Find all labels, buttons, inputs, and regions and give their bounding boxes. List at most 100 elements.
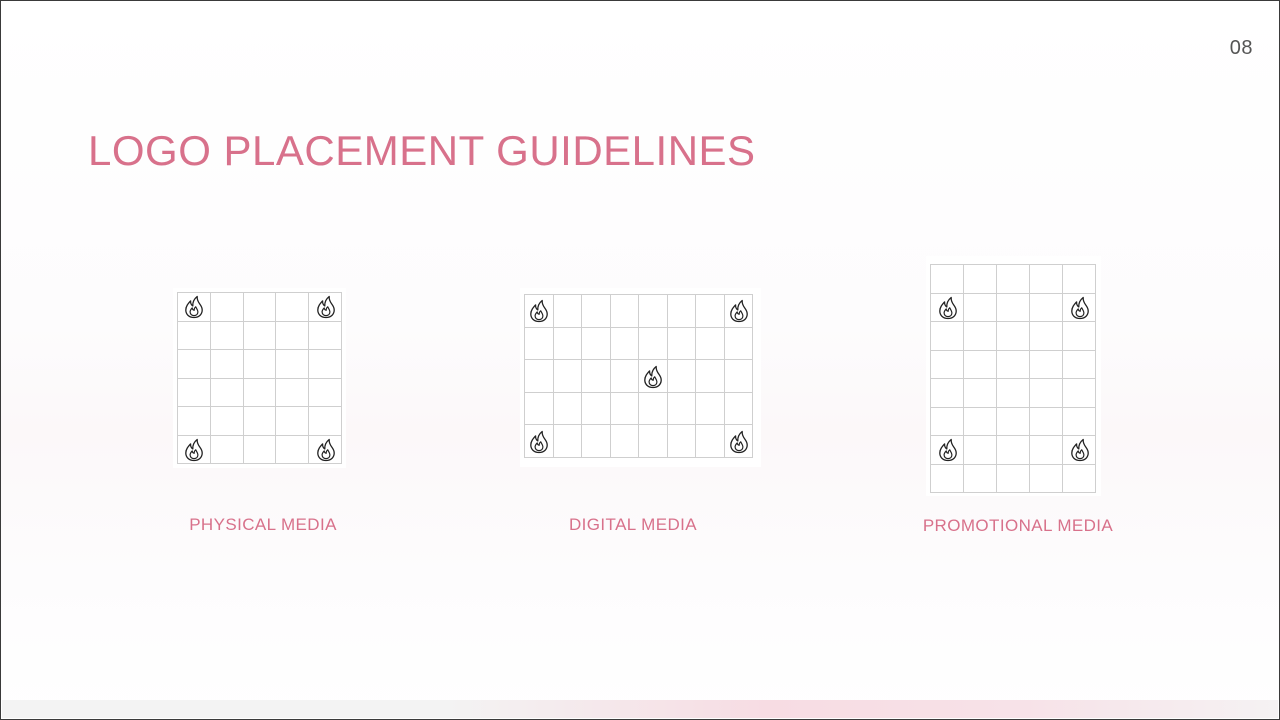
grid-cell <box>178 293 211 322</box>
flame-icon <box>728 430 750 454</box>
grid-cell <box>210 435 244 464</box>
flame-icon <box>528 430 550 454</box>
grid-cell <box>582 392 611 426</box>
page-number: 08 <box>1229 37 1253 59</box>
grid-cell <box>553 327 582 361</box>
grid-cell <box>724 425 753 458</box>
grid-cell <box>667 295 696 328</box>
grid-cell <box>964 293 997 322</box>
physical-media-label: PHYSICAL MEDIA <box>189 515 337 534</box>
grid-cell <box>639 425 668 458</box>
grid-cell <box>724 327 753 361</box>
flame-icon <box>937 438 959 462</box>
grid-cell <box>964 379 997 408</box>
grid-cell <box>309 350 342 379</box>
grid-cell <box>243 321 277 350</box>
grid-cell <box>1030 436 1063 465</box>
flame-icon <box>183 295 205 319</box>
grid-cell <box>525 425 554 458</box>
grid-cell <box>1063 293 1096 322</box>
flame-icon <box>1069 438 1091 462</box>
flame-icon <box>642 365 664 389</box>
digital-media-card <box>520 288 761 467</box>
grid-cell <box>639 392 668 426</box>
grid-cell <box>997 436 1030 465</box>
flame-icon <box>315 438 337 462</box>
grid-cell <box>210 293 244 322</box>
grid-cell <box>276 435 310 464</box>
grid-cell <box>724 295 753 328</box>
grid-cell <box>964 436 997 465</box>
grid-cell <box>1030 407 1063 436</box>
flame-icon <box>183 438 205 462</box>
grid-cell <box>997 265 1030 294</box>
grid-cell <box>243 407 277 436</box>
promotional-media-card <box>926 256 1101 496</box>
grid-cell <box>1030 265 1063 294</box>
grid-cell <box>582 295 611 328</box>
grid-cell <box>696 360 725 393</box>
grid-cell <box>525 295 554 328</box>
flame-icon <box>315 295 337 319</box>
grid-cell <box>667 392 696 426</box>
flame-icon <box>937 296 959 320</box>
grid-cell <box>178 350 211 379</box>
grid-cell <box>931 407 964 436</box>
grid-cell <box>582 360 611 393</box>
grid-cell <box>610 425 639 458</box>
grid-cell <box>1063 379 1096 408</box>
grid-cell <box>582 327 611 361</box>
grid-cell <box>997 464 1030 493</box>
grid-cell <box>667 425 696 458</box>
grid-cell <box>1030 464 1063 493</box>
grid-cell <box>997 322 1030 351</box>
slide-title: LOGO PLACEMENT GUIDELINES <box>88 127 756 174</box>
grid-cell <box>178 407 211 436</box>
grid-cell <box>1063 350 1096 379</box>
grid-cell <box>997 350 1030 379</box>
grid-cell <box>610 295 639 328</box>
grid-cell <box>964 265 997 294</box>
promotional-media-label: PROMOTIONAL MEDIA <box>922 516 1114 535</box>
grid-cell <box>525 327 554 361</box>
grid-cell <box>553 425 582 458</box>
grid-cell <box>309 293 342 322</box>
promotional-media-grid <box>930 264 1096 493</box>
grid-cell <box>1063 322 1096 351</box>
grid-cell <box>931 436 964 465</box>
grid-cell <box>931 350 964 379</box>
flame-icon <box>528 299 550 323</box>
grid-cell <box>696 327 725 361</box>
grid-cell <box>696 295 725 328</box>
grid-cell <box>997 293 1030 322</box>
grid-cell <box>964 407 997 436</box>
grid-cell <box>276 350 310 379</box>
grid-cell <box>1063 407 1096 436</box>
physical-media-card <box>173 288 346 468</box>
grid-cell <box>243 378 277 407</box>
grid-cell <box>964 464 997 493</box>
grid-cell <box>931 464 964 493</box>
grid-cell <box>931 322 964 351</box>
grid-cell <box>964 350 997 379</box>
grid-cell <box>639 327 668 361</box>
grid-cell <box>243 350 277 379</box>
grid-cell <box>210 350 244 379</box>
grid-cell <box>243 435 277 464</box>
grid-cell <box>696 425 725 458</box>
grid-cell <box>724 360 753 393</box>
grid-cell <box>1063 265 1096 294</box>
grid-cell <box>309 435 342 464</box>
digital-media-label: DIGITAL MEDIA <box>569 515 697 534</box>
grid-cell <box>276 321 310 350</box>
footer-band <box>2 700 1278 718</box>
physical-media-grid <box>177 292 342 464</box>
grid-cell <box>667 327 696 361</box>
grid-cell <box>964 322 997 351</box>
grid-cell <box>309 321 342 350</box>
grid-cell <box>553 360 582 393</box>
grid-cell <box>525 392 554 426</box>
grid-cell <box>610 327 639 361</box>
grid-cell <box>639 360 668 393</box>
